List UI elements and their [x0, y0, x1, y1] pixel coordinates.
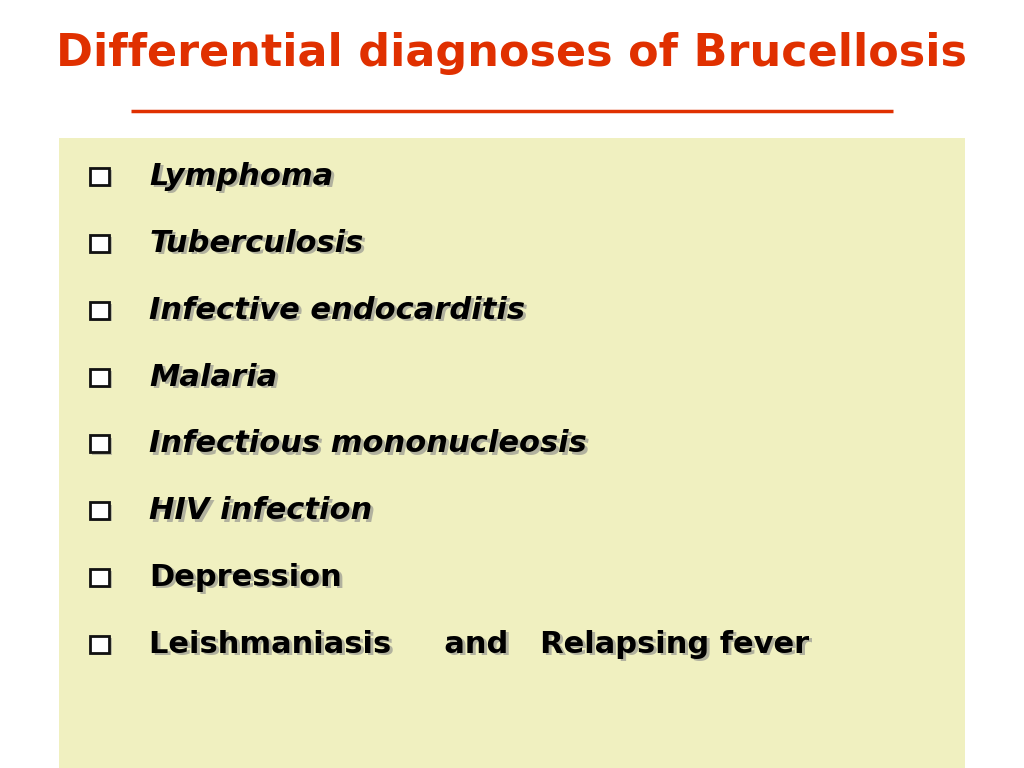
Text: Malaria: Malaria	[153, 365, 281, 394]
Text: Infectious mononucleosis: Infectious mononucleosis	[153, 432, 590, 461]
Text: Lymphoma: Lymphoma	[150, 162, 334, 191]
FancyBboxPatch shape	[92, 237, 113, 254]
FancyBboxPatch shape	[89, 636, 110, 653]
FancyBboxPatch shape	[58, 138, 966, 768]
Text: HIV infection: HIV infection	[150, 496, 373, 525]
Text: HIV infection: HIV infection	[153, 498, 376, 528]
Text: Differential diagnoses of Brucellosis: Differential diagnoses of Brucellosis	[56, 32, 968, 75]
FancyBboxPatch shape	[89, 435, 110, 452]
FancyBboxPatch shape	[89, 502, 110, 519]
FancyBboxPatch shape	[92, 638, 113, 655]
Text: Infective endocarditis: Infective endocarditis	[150, 296, 525, 325]
FancyBboxPatch shape	[89, 369, 110, 386]
Text: Infective endocarditis: Infective endocarditis	[153, 298, 528, 327]
FancyBboxPatch shape	[89, 168, 110, 185]
FancyBboxPatch shape	[92, 505, 113, 521]
Text: Lymphoma: Lymphoma	[153, 164, 336, 194]
Text: Tuberculosis: Tuberculosis	[150, 229, 364, 258]
Text: Tuberculosis: Tuberculosis	[153, 231, 367, 260]
FancyBboxPatch shape	[92, 170, 113, 187]
FancyBboxPatch shape	[92, 304, 113, 321]
Text: Infectious mononucleosis: Infectious mononucleosis	[150, 429, 587, 458]
FancyBboxPatch shape	[89, 569, 110, 586]
FancyBboxPatch shape	[92, 571, 113, 588]
Text: Depression: Depression	[150, 563, 342, 592]
Text: Depression: Depression	[153, 565, 345, 594]
Text: Malaria: Malaria	[150, 362, 278, 392]
Text: Leishmaniasis     and   Relapsing fever: Leishmaniasis and Relapsing fever	[153, 632, 812, 661]
Text: Leishmaniasis     and   Relapsing fever: Leishmaniasis and Relapsing fever	[150, 630, 810, 659]
FancyBboxPatch shape	[92, 371, 113, 388]
FancyBboxPatch shape	[89, 235, 110, 252]
FancyBboxPatch shape	[92, 438, 113, 455]
FancyBboxPatch shape	[89, 302, 110, 319]
